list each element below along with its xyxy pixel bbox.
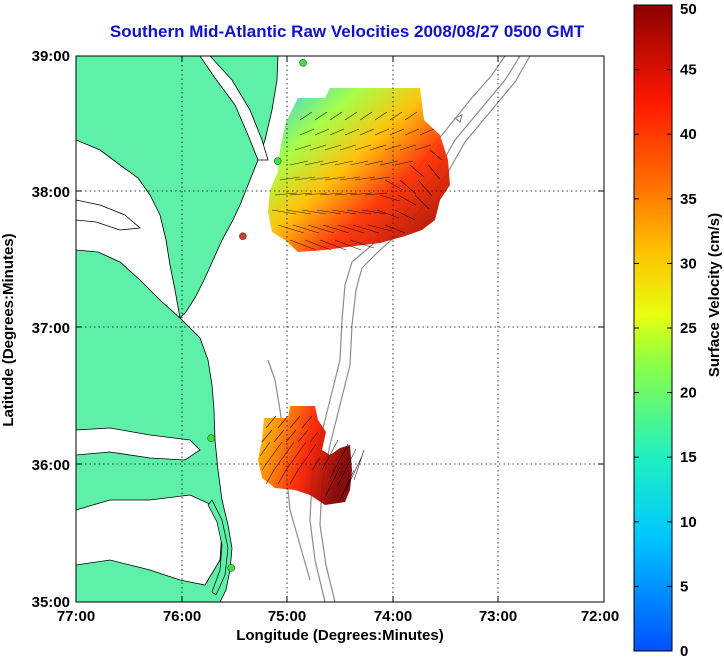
x-axis-label: Longitude (Degrees:Minutes) [236,627,444,644]
y-tick-label: 36:00 [32,457,70,474]
colorbar-tick-label: 45 [680,62,697,79]
y-tick-label: 39:00 [32,48,70,65]
plot-frame [75,55,605,603]
colorbar [633,4,673,652]
colorbar-ticks [634,4,672,652]
x-tick-label: 77:00 [57,608,95,625]
y-tick-label: 37:00 [32,320,70,337]
radar-station-marker [273,157,282,165]
y-axis-label: Latitude (Degrees:Minutes) [0,233,17,426]
colorbar-tick-label: 10 [680,514,697,531]
north-velocity-field [268,88,450,252]
south-vector-arrows [259,415,365,501]
colorbar-tick-label: 50 [680,1,697,18]
x-tick-label: 76:00 [163,608,201,625]
radar-station-marker [207,434,215,443]
colorbar-tick-label: 40 [680,126,697,143]
colorbar-tick-label: 15 [680,449,697,466]
barrier-island [207,499,229,596]
map-title: Southern Mid-Atlantic Raw Velocities 200… [109,22,585,41]
colorbar-tick-label: 5 [680,578,688,595]
x-tick-label: 75:00 [268,608,306,625]
colorbar-label: Surface Velocity (cm/s) [706,213,723,377]
x-tick-label: 74:00 [374,608,412,625]
north-vector-arrows [271,111,443,251]
radar-station-marker [299,59,307,67]
colorbar-tick-label: 25 [680,320,697,337]
pamlico-sound [76,494,223,586]
y-tick-label: 38:00 [32,184,70,201]
grid-lines [76,56,604,602]
colorbar-tick-label: 0 [680,643,688,659]
albemarle-sound [76,427,201,461]
x-tick-labels: 77:00 76:00 75:00 74:00 73:00 72:00 [57,608,619,625]
bay-inlet [76,199,141,231]
colorbar-tick-label: 35 [680,191,697,208]
tick-marks [76,56,604,602]
radar-station-marker [239,232,247,240]
station-markers [207,59,307,572]
radar-station-marker [227,564,236,572]
y-tick-label: 35:00 [32,594,70,611]
x-tick-label: 72:00 [581,608,619,625]
x-tick-label: 73:00 [479,608,517,625]
colorbar-tick-label: 30 [680,255,697,272]
south-velocity-field [258,406,352,505]
y-tick-labels: 39:00 38:00 37:00 36:00 35:00 [32,48,70,611]
colorbar-tick-label: 20 [680,385,697,402]
delaware-bay [199,56,269,161]
